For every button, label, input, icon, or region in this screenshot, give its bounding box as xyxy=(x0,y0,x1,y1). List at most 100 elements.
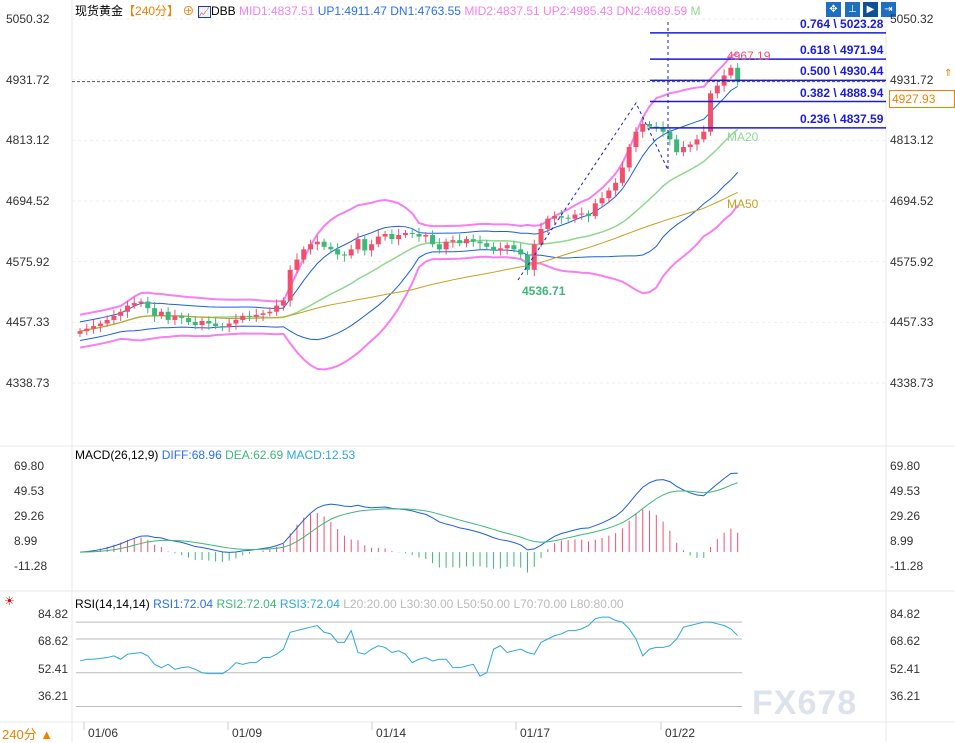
current-price-label: 4927.93 xyxy=(889,90,955,108)
price-tick-left: 4457.33 xyxy=(6,315,50,330)
candle-down xyxy=(185,317,191,322)
candle-up xyxy=(402,232,408,236)
candle-up xyxy=(545,218,551,229)
candle-down xyxy=(328,246,334,250)
candle-up xyxy=(104,319,110,324)
candle-down xyxy=(518,249,524,255)
candle-up xyxy=(118,311,124,316)
candle-up xyxy=(131,303,137,306)
candle-up xyxy=(606,190,612,199)
rsi2-value: RSI2:72.04 xyxy=(216,597,277,611)
candle-up xyxy=(233,319,239,324)
candle-up xyxy=(274,305,280,312)
candle-down xyxy=(389,234,395,240)
candle-down xyxy=(409,232,415,235)
move-icon[interactable]: ✥ xyxy=(826,2,841,17)
rsi-tick-right: 84.82 xyxy=(890,607,921,621)
candle-up xyxy=(253,314,259,317)
m-value: M xyxy=(690,4,701,18)
price-tick-left: 5050.32 xyxy=(6,12,50,26)
exit-icon[interactable]: ⇥ xyxy=(881,2,896,17)
candle-down xyxy=(477,241,483,244)
candle-down xyxy=(247,315,252,317)
price-tick-left: 4575.92 xyxy=(6,254,50,269)
candle-down xyxy=(416,234,422,237)
indicator-name[interactable]: DBB xyxy=(210,4,236,18)
candle-down xyxy=(362,239,368,251)
candle-up xyxy=(687,144,693,148)
draw-icon[interactable]: ▶ xyxy=(863,2,878,17)
macd-tick-right: -11.28 xyxy=(890,559,924,573)
candle-up xyxy=(613,182,619,191)
candle-down xyxy=(152,308,158,316)
candle-up xyxy=(680,147,686,153)
candle-down xyxy=(179,315,185,318)
candle-up xyxy=(463,239,469,244)
candle-up xyxy=(91,326,97,329)
macd-title[interactable]: MACD(26,12,9) xyxy=(75,448,159,462)
dn2-value: DN2:4689.59 xyxy=(616,4,688,18)
candle-up xyxy=(572,214,578,219)
candle-down xyxy=(735,67,741,82)
fib-zigzag xyxy=(517,22,669,281)
candle-up xyxy=(633,131,639,148)
candle-up xyxy=(423,235,429,237)
up2-value: UP2:4985.43 xyxy=(543,4,614,18)
fib-level-label: 0.764 \ 5023.28 xyxy=(800,16,884,31)
candle-down xyxy=(565,217,571,219)
date-label: 01/22 xyxy=(665,726,696,740)
price-tick-right: 4457.33 xyxy=(890,315,934,330)
candle-up xyxy=(172,315,178,320)
period-label[interactable]: 【240分】 xyxy=(123,4,180,18)
fib-level-label: 0.618 \ 4971.94 xyxy=(800,43,884,58)
mid1-value: MID1:4837.51 xyxy=(239,4,315,18)
macd-header: MACD(26,12,9) DIFF:68.96 DEA:62.69 MACD:… xyxy=(75,448,355,462)
diff-line xyxy=(79,472,738,553)
candle-up xyxy=(694,139,700,145)
candle-up xyxy=(504,245,510,249)
candle-down xyxy=(436,244,442,250)
price-tick-left: 4338.73 xyxy=(6,376,50,390)
ma20-label: MA20 xyxy=(727,130,759,144)
dea-line xyxy=(79,482,738,553)
candle-up xyxy=(443,241,449,250)
indicator-toggle-icon[interactable]: ☀ xyxy=(4,594,15,608)
candle-up xyxy=(97,323,103,327)
dbb-chart-icon: 📈 xyxy=(197,6,211,18)
candle-down xyxy=(524,254,530,270)
crosshair-icon[interactable]: ⊥ xyxy=(845,2,860,17)
period-button[interactable]: 240分 ▲ xyxy=(2,727,54,742)
lower-band-2 xyxy=(79,204,739,371)
fib-level-label: 0.500 \ 4930.44 xyxy=(800,64,884,79)
price-tick-right: 5050.32 xyxy=(890,12,934,26)
candle-up xyxy=(260,313,266,315)
alert-icon[interactable]: ⇑ xyxy=(944,68,953,79)
candle-down xyxy=(192,321,198,326)
symbol-title: 现货黄金 xyxy=(75,4,124,18)
rsi1-value: RSI1:72.04 xyxy=(153,597,214,611)
rsi-tick-right: 52.41 xyxy=(890,661,921,676)
l80-value: L80:80.00 xyxy=(570,597,624,611)
candle-up xyxy=(626,147,632,168)
settings-icon[interactable]: ⊕ xyxy=(182,4,195,18)
up1-value: UP1:4911.47 xyxy=(317,4,387,18)
candle-up xyxy=(280,300,286,306)
rsi-title[interactable]: RSI(14,14,14) xyxy=(75,597,150,611)
candle-up xyxy=(240,315,246,320)
rsi-header: RSI(14,14,14) RSI1:72.04 RSI2:72.04 RSI3… xyxy=(75,597,624,611)
price-tick-right: 4931.72 xyxy=(890,72,934,87)
candle-down xyxy=(484,243,490,247)
l70-value: L70:70.00 xyxy=(513,597,567,611)
l20-value: L20:20.00 xyxy=(343,597,397,611)
rsi-tick-left: 52.41 xyxy=(38,661,69,676)
macd-tick-left: 49.53 xyxy=(14,484,45,498)
macd-tick-right: 8.99 xyxy=(890,534,914,548)
candle-down xyxy=(335,249,341,255)
candle-down xyxy=(586,213,591,217)
l30-value: L30:30.00 xyxy=(399,597,454,611)
macd-tick-left: 69.80 xyxy=(14,459,45,473)
price-tick-right: 4813.12 xyxy=(890,133,934,148)
date-label: 01/06 xyxy=(88,726,119,740)
candle-down xyxy=(674,139,680,153)
